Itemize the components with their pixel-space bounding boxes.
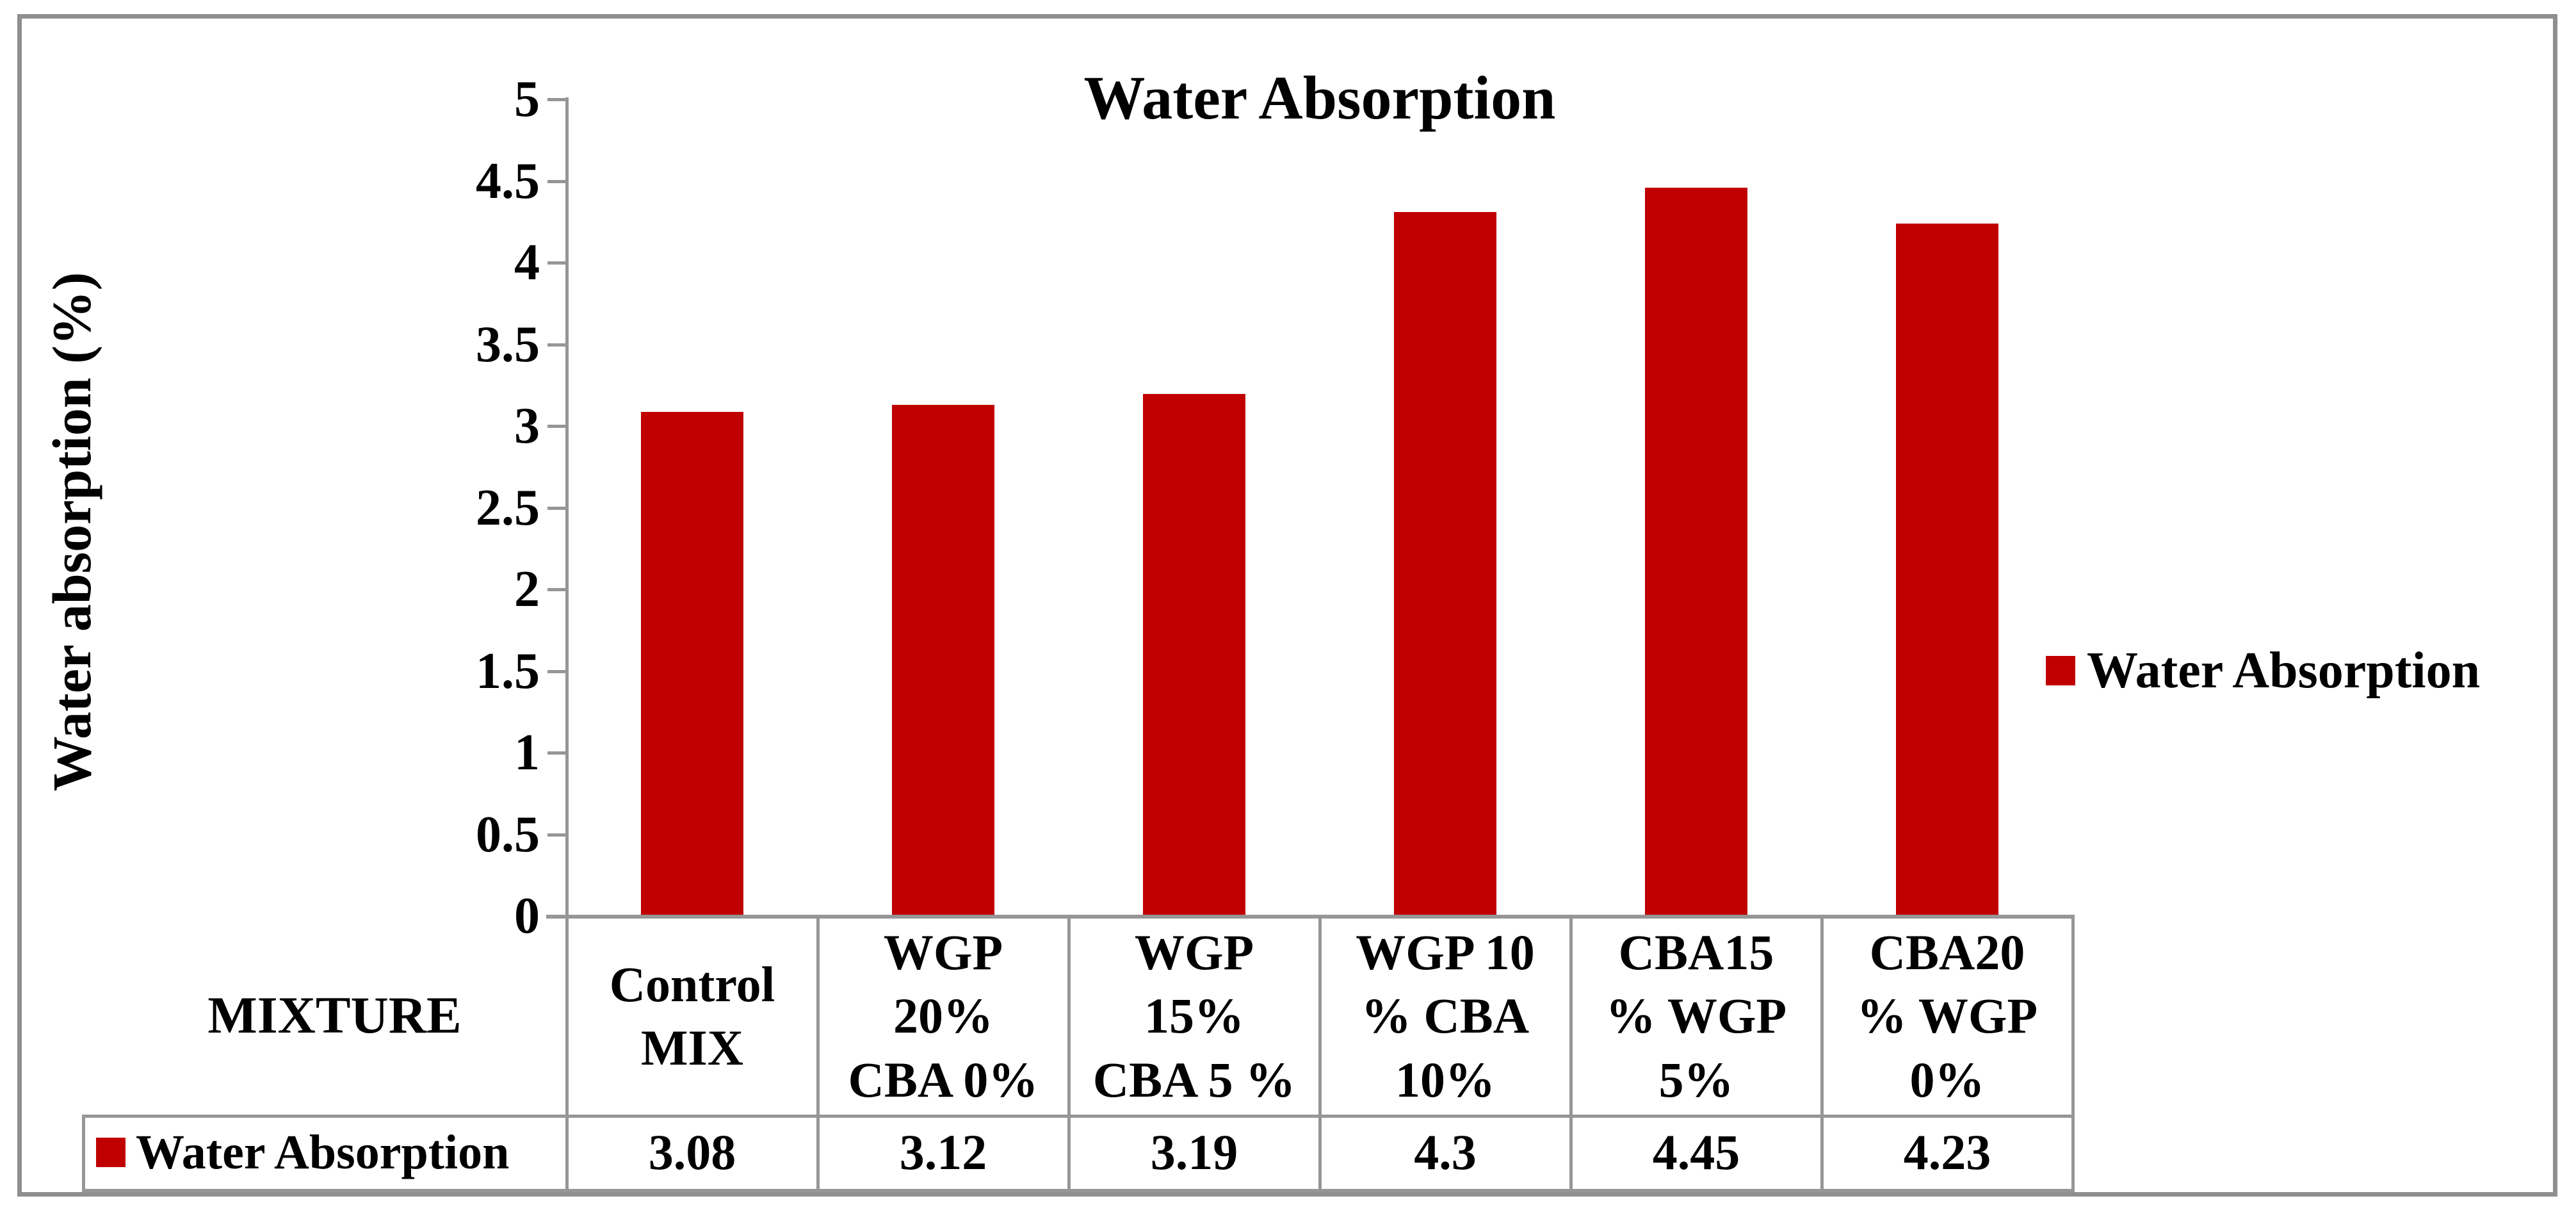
table-value-3: 3.19 — [1150, 1124, 1238, 1180]
category-label-6: CBA20 % WGP 0% — [1856, 924, 2038, 1108]
y-axis-tick — [547, 261, 567, 265]
category-label-5: CBA15 % WGP 5% — [1605, 924, 1787, 1108]
y-axis-tick-label: 2 — [514, 561, 540, 618]
table-column-separator — [1820, 916, 1824, 1192]
legend-key-icon — [2046, 656, 2075, 685]
table-row-header-label: Water Absorption — [136, 1125, 510, 1179]
category-label-4: WGP 10 % CBA 10% — [1356, 924, 1535, 1108]
table-bottom-line — [82, 1189, 2075, 1192]
table-column-separator — [1067, 916, 1071, 1192]
category-label-2: WGP 20% CBA 0% — [848, 924, 1039, 1108]
bar-1 — [641, 412, 743, 915]
y-axis-tick — [547, 833, 567, 837]
table-value-2: 3.12 — [899, 1124, 987, 1180]
table-top-line — [82, 1115, 2075, 1118]
bar-6 — [1896, 224, 1998, 915]
y-axis-tick — [547, 179, 567, 183]
y-axis-tick — [547, 751, 567, 755]
bar-3 — [1143, 394, 1245, 915]
chart-title: Water Absorption — [1083, 63, 1556, 132]
chart-outer-border — [17, 14, 2557, 1197]
y-axis-tick-label: 3.5 — [476, 316, 540, 373]
y-axis-tick — [547, 506, 567, 510]
table-row-header-left-border — [82, 1115, 85, 1192]
table-column-separator — [1318, 916, 1322, 1192]
y-axis-tick-label: 3 — [514, 398, 540, 454]
x-axis-label: MIXTURE — [207, 986, 462, 1044]
y-axis-tick-label: 0.5 — [476, 806, 540, 863]
table-column-separator — [2071, 916, 2075, 1192]
bar-2 — [892, 405, 994, 915]
table-value-1: 3.08 — [648, 1124, 736, 1180]
y-axis-tick-label: 4.5 — [476, 152, 540, 209]
y-axis-tick-label: 5 — [514, 71, 540, 127]
category-label-3: WGP 15% CBA 5 % — [1092, 924, 1296, 1108]
y-axis-tick — [547, 343, 567, 347]
table-column-separator — [816, 916, 820, 1192]
bar-4 — [1394, 212, 1496, 915]
table-value-5: 4.45 — [1652, 1124, 1740, 1180]
y-axis-tick — [547, 425, 567, 428]
y-axis-tick-label: 1.5 — [476, 642, 540, 699]
table-column-separator — [565, 916, 569, 1192]
y-axis-line — [565, 97, 569, 1116]
table-column-separator — [1569, 916, 1573, 1192]
x-axis-line — [546, 915, 2075, 919]
y-axis-tick-label: 4 — [514, 234, 540, 291]
bar-5 — [1645, 188, 1747, 915]
legend-key-icon — [96, 1138, 126, 1167]
y-axis-tick — [547, 588, 567, 591]
legend-label: Water Absorption — [2087, 642, 2481, 699]
legend: Water Absorption — [2046, 642, 2481, 699]
table-value-6: 4.23 — [1903, 1124, 1991, 1180]
table-value-4: 4.3 — [1414, 1124, 1477, 1180]
category-label-1: Control MIX — [609, 956, 775, 1076]
y-axis-tick-label: 1 — [514, 724, 540, 781]
y-axis-tick-label: 2.5 — [476, 479, 540, 536]
y-axis-tick-label: 0 — [514, 888, 540, 944]
table-row-header: Water Absorption — [82, 1116, 567, 1189]
y-axis-tick — [547, 669, 567, 673]
y-axis-tick — [547, 98, 567, 101]
